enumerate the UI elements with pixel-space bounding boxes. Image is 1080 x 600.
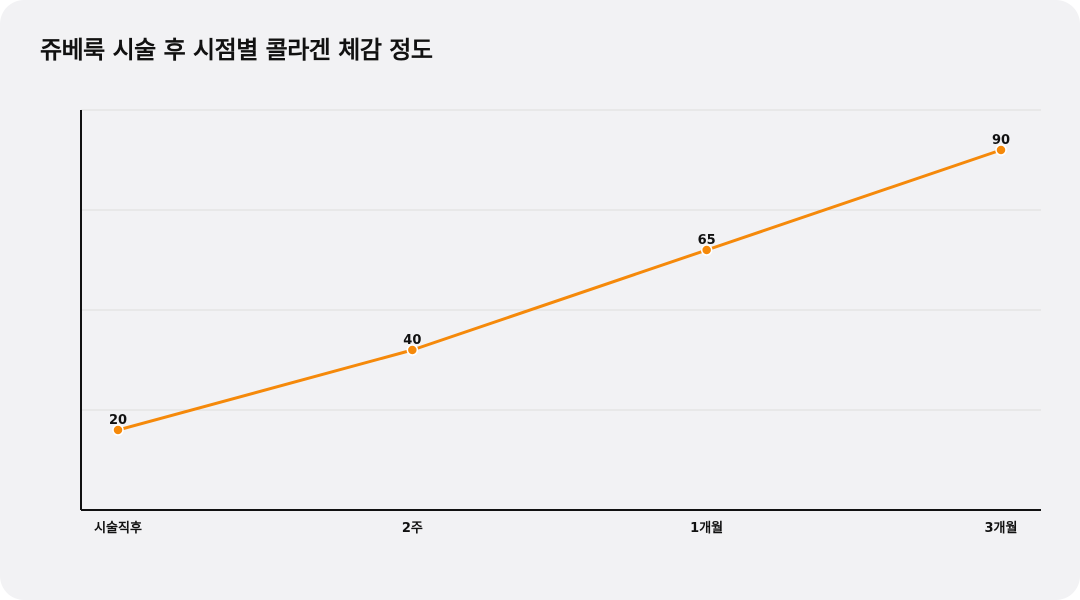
data-point: [112, 424, 124, 436]
x-tick-label: 시술직후: [94, 520, 142, 536]
data-point: [406, 344, 419, 356]
series-line: [116, 148, 1003, 432]
x-tick-label: 1개월: [690, 520, 723, 536]
gridlines: [81, 109, 1041, 411]
data-point: [700, 244, 713, 256]
data-label: 20: [109, 413, 127, 428]
data-label: 40: [403, 333, 421, 348]
axes: [80, 110, 1041, 511]
x-tick-label: 3개월: [985, 520, 1018, 536]
data-label: 90: [992, 133, 1010, 148]
chart-title: 쥬베룩 시술 후 시점별 콜라겐 체감 정도: [40, 36, 433, 64]
data-label: 65: [698, 233, 716, 248]
series: [112, 144, 1007, 436]
x-tick-label: 2주: [402, 521, 423, 536]
data-point: [995, 144, 1007, 156]
labels: 시술직후 2주 1개월 3개월 20 40 65 90: [94, 133, 1017, 536]
